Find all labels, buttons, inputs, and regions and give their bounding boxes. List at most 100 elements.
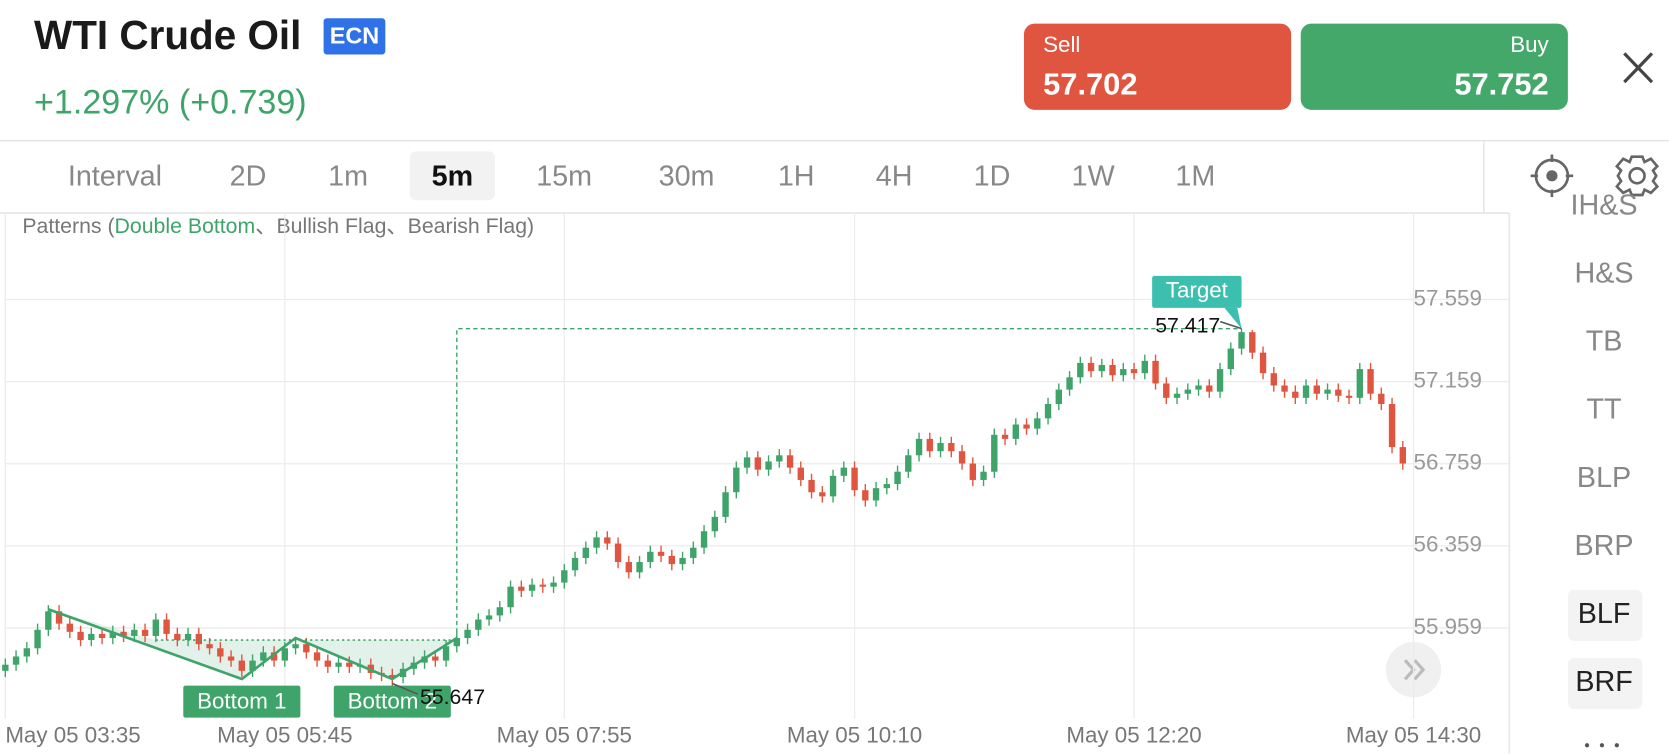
candle-body <box>109 631 117 639</box>
pattern-legend: Patterns (Double Bottom、Bullish Flag、Bea… <box>22 214 534 238</box>
candle-body <box>700 531 708 548</box>
candle <box>733 461 740 499</box>
interval-tab[interactable]: 1H <box>778 161 815 193</box>
candle <box>1216 362 1224 398</box>
candle <box>1173 387 1181 404</box>
candle <box>1259 346 1267 380</box>
pattern-line <box>47 608 458 681</box>
candle <box>335 656 342 673</box>
pattern-menu-item[interactable]: TB <box>1586 326 1623 358</box>
candle <box>475 613 482 636</box>
candle-body <box>528 584 536 591</box>
low-pointer <box>392 682 419 695</box>
pattern-menu-item[interactable]: BRP <box>1575 530 1634 562</box>
interval-tab[interactable]: 5m <box>432 161 474 193</box>
settings-icon[interactable] <box>1615 155 1660 197</box>
candle-body <box>883 484 890 489</box>
candle <box>66 617 74 639</box>
candle-body <box>743 457 751 468</box>
candle-body <box>1130 369 1138 374</box>
x-tick-label: May 05 12:20 <box>1066 723 1201 748</box>
more-dots <box>1584 743 1619 748</box>
legend-active[interactable]: Double Bottom <box>115 214 256 238</box>
candle-body <box>163 619 170 634</box>
interval-tab[interactable]: 1M <box>1175 161 1215 193</box>
candle-body <box>432 656 439 661</box>
x-tick-label: May 05 05:45 <box>217 723 352 748</box>
interval-tab[interactable]: 2D <box>230 161 267 193</box>
target-pointer-line <box>1220 320 1242 330</box>
candle <box>776 449 783 468</box>
candle-body <box>690 547 697 558</box>
instrument-title: WTI Crude Oil <box>34 12 301 58</box>
candle-body <box>249 660 256 671</box>
candle-body <box>980 471 987 480</box>
candle-body <box>915 438 923 456</box>
candle <box>98 627 106 645</box>
close-button[interactable] <box>1623 52 1654 84</box>
candle <box>840 461 847 482</box>
candle-body <box>711 516 718 532</box>
candle <box>346 656 353 673</box>
candle-body <box>819 492 826 497</box>
sell-button[interactable] <box>1023 23 1292 110</box>
candle-body <box>292 644 299 649</box>
candle <box>270 646 278 667</box>
candle <box>88 627 95 647</box>
candle <box>1066 371 1073 396</box>
candle <box>12 650 20 671</box>
candle-body <box>754 457 761 470</box>
candle-body <box>926 438 933 452</box>
candle-body <box>1001 434 1009 439</box>
candle-body <box>1066 377 1073 390</box>
locate-icon[interactable] <box>1530 154 1574 198</box>
pattern-menu-item[interactable]: BLF <box>1578 598 1631 630</box>
candle-body <box>475 619 482 630</box>
interval-tab[interactable]: 1W <box>1072 161 1116 193</box>
candle <box>711 510 718 538</box>
candle <box>1044 397 1052 425</box>
candle-body <box>1087 362 1095 372</box>
candle-body <box>636 562 643 573</box>
candle-body <box>894 471 901 485</box>
candle-body <box>571 557 579 571</box>
buy-button[interactable] <box>1300 23 1568 110</box>
badge: ECN <box>330 23 379 49</box>
interval-tab[interactable]: 1D <box>974 161 1011 193</box>
candle <box>872 481 880 507</box>
candle-body <box>281 648 289 661</box>
candle <box>1098 358 1105 378</box>
y-tick-label: 57.159 <box>1414 368 1482 393</box>
interval-tab[interactable]: 1m <box>328 161 368 193</box>
interval-tab[interactable]: 15m <box>536 161 592 193</box>
candle <box>991 428 998 478</box>
candle-body <box>862 490 869 501</box>
candle <box>1195 379 1202 396</box>
candle-body <box>303 644 310 653</box>
candle-body <box>614 543 622 563</box>
candle-body <box>1324 389 1331 394</box>
candle-body <box>797 467 804 480</box>
pattern-menu-item[interactable]: TT <box>1587 394 1622 426</box>
pattern-menu-item[interactable]: BRF <box>1575 666 1632 698</box>
pattern-menu-item[interactable]: IH&S <box>1571 189 1638 221</box>
pattern-area <box>48 609 457 680</box>
interval-tab[interactable]: 4H <box>876 161 913 193</box>
candle-body <box>1034 418 1041 429</box>
pattern-menu-item[interactable]: BLP <box>1577 462 1631 494</box>
candle <box>883 477 890 495</box>
price-change: +1.297% (+0.739) <box>34 84 307 122</box>
candle-body <box>1109 364 1116 376</box>
candle-body <box>45 611 52 630</box>
candle <box>507 580 514 614</box>
interval-tab[interactable]: 30m <box>659 161 715 193</box>
candle <box>1270 367 1277 392</box>
candle-body <box>1152 360 1159 384</box>
candle-body <box>1356 369 1363 398</box>
candle-body <box>313 652 321 661</box>
candle-body <box>1259 352 1267 374</box>
candle-body <box>593 537 600 548</box>
pattern-menu-item[interactable]: H&S <box>1575 257 1634 289</box>
candle-body <box>539 584 547 587</box>
sell-label: Sell <box>1043 32 1080 57</box>
